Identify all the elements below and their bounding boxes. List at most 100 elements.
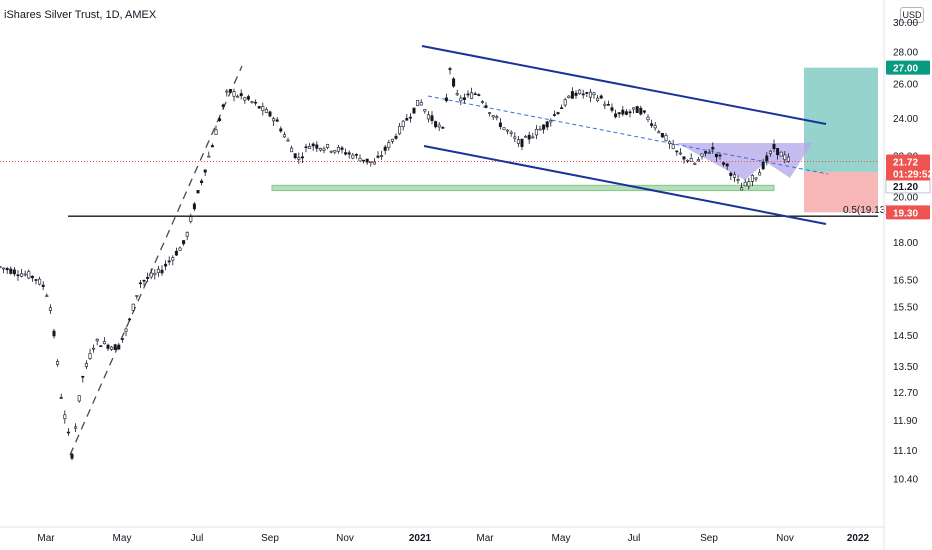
candle-body bbox=[70, 453, 74, 459]
candle bbox=[704, 151, 708, 157]
candle bbox=[383, 145, 387, 155]
candle-body bbox=[135, 295, 139, 297]
candle-body bbox=[466, 93, 470, 96]
candle-body bbox=[225, 90, 229, 93]
time-axis: Mar May Jul Sep Nov 2021 Mar May Jul Sep Nov 2022 bbox=[0, 0, 885, 550]
candle bbox=[131, 303, 135, 311]
candle bbox=[567, 94, 571, 99]
candle-body bbox=[660, 133, 664, 138]
candle bbox=[372, 158, 376, 165]
candle bbox=[228, 88, 232, 94]
candle-body bbox=[732, 174, 736, 178]
candle bbox=[167, 256, 171, 266]
candle-body bbox=[545, 121, 549, 128]
price-tick-label: 14.50 bbox=[893, 331, 918, 342]
candle bbox=[354, 153, 358, 159]
candle bbox=[142, 279, 146, 286]
candle bbox=[635, 105, 639, 113]
candle-body bbox=[282, 134, 286, 138]
candle-body bbox=[322, 148, 326, 151]
candle bbox=[45, 293, 49, 298]
candle bbox=[95, 338, 99, 346]
candle-body bbox=[642, 110, 646, 113]
candle-body bbox=[228, 89, 232, 93]
candle bbox=[488, 112, 492, 117]
candle bbox=[610, 103, 614, 113]
candle bbox=[743, 178, 747, 187]
candle-body bbox=[603, 103, 607, 106]
candle-body bbox=[585, 92, 589, 94]
candle-body bbox=[502, 127, 506, 130]
candle bbox=[282, 131, 286, 139]
candle bbox=[34, 279, 38, 285]
candle-body bbox=[423, 109, 427, 112]
candle bbox=[135, 295, 139, 300]
candle bbox=[700, 153, 704, 160]
candle-body bbox=[783, 154, 787, 160]
price-axis: 10.40 11.10 11.90 12.70 13.50 14.50 15.50 16.50… bbox=[893, 18, 918, 486]
candle-body bbox=[340, 147, 344, 150]
candle bbox=[178, 246, 182, 251]
candle-body bbox=[239, 93, 243, 97]
candle-body bbox=[128, 318, 132, 321]
candle-body bbox=[574, 92, 578, 96]
candle-body bbox=[156, 268, 160, 273]
candle bbox=[92, 344, 96, 353]
candle bbox=[315, 141, 319, 153]
candle bbox=[120, 338, 124, 343]
candle-body bbox=[336, 147, 340, 152]
candle bbox=[545, 120, 549, 131]
entry-price-badge-text: 21.20 bbox=[893, 182, 918, 193]
candle-body bbox=[700, 153, 704, 157]
candle-body bbox=[405, 118, 409, 121]
candle bbox=[732, 171, 736, 183]
candle-body bbox=[736, 179, 740, 181]
candle bbox=[156, 265, 160, 277]
candle-body bbox=[452, 78, 456, 87]
candle-body bbox=[722, 162, 726, 165]
candle bbox=[495, 114, 499, 121]
candle bbox=[304, 143, 308, 153]
currency-button[interactable]: USD bbox=[900, 7, 924, 23]
candle bbox=[563, 97, 567, 108]
candle bbox=[509, 130, 513, 137]
candle-body bbox=[30, 275, 34, 279]
candle bbox=[768, 149, 772, 157]
candle bbox=[333, 149, 337, 155]
candle-body bbox=[430, 115, 434, 121]
candle-body bbox=[635, 106, 639, 113]
candle bbox=[473, 91, 477, 96]
candle-body bbox=[678, 152, 682, 155]
candle bbox=[430, 111, 434, 125]
candle bbox=[102, 337, 106, 345]
candle bbox=[426, 111, 430, 123]
candle-body bbox=[221, 104, 225, 107]
candle-body bbox=[538, 128, 542, 131]
candle-body bbox=[383, 146, 387, 151]
candle-body bbox=[617, 112, 621, 115]
candle-body bbox=[686, 160, 690, 162]
candle bbox=[164, 260, 168, 271]
candle bbox=[776, 148, 780, 160]
candle bbox=[128, 317, 132, 322]
candle-body bbox=[448, 68, 452, 70]
candle bbox=[59, 393, 63, 399]
candle-body bbox=[264, 109, 268, 113]
candle-body bbox=[596, 97, 600, 101]
candle-body bbox=[297, 157, 301, 160]
candle-body bbox=[646, 116, 650, 121]
candle bbox=[477, 93, 481, 97]
candle-body bbox=[772, 144, 776, 150]
candle bbox=[617, 112, 621, 118]
candle bbox=[66, 428, 70, 436]
candle bbox=[376, 151, 380, 159]
candle-body bbox=[714, 153, 718, 158]
candle-body bbox=[592, 92, 596, 96]
candle bbox=[311, 142, 315, 151]
candle bbox=[574, 90, 578, 99]
candle-body bbox=[372, 161, 376, 165]
candle-body bbox=[34, 279, 38, 281]
candle-body bbox=[556, 112, 560, 115]
candle-body bbox=[768, 150, 772, 154]
